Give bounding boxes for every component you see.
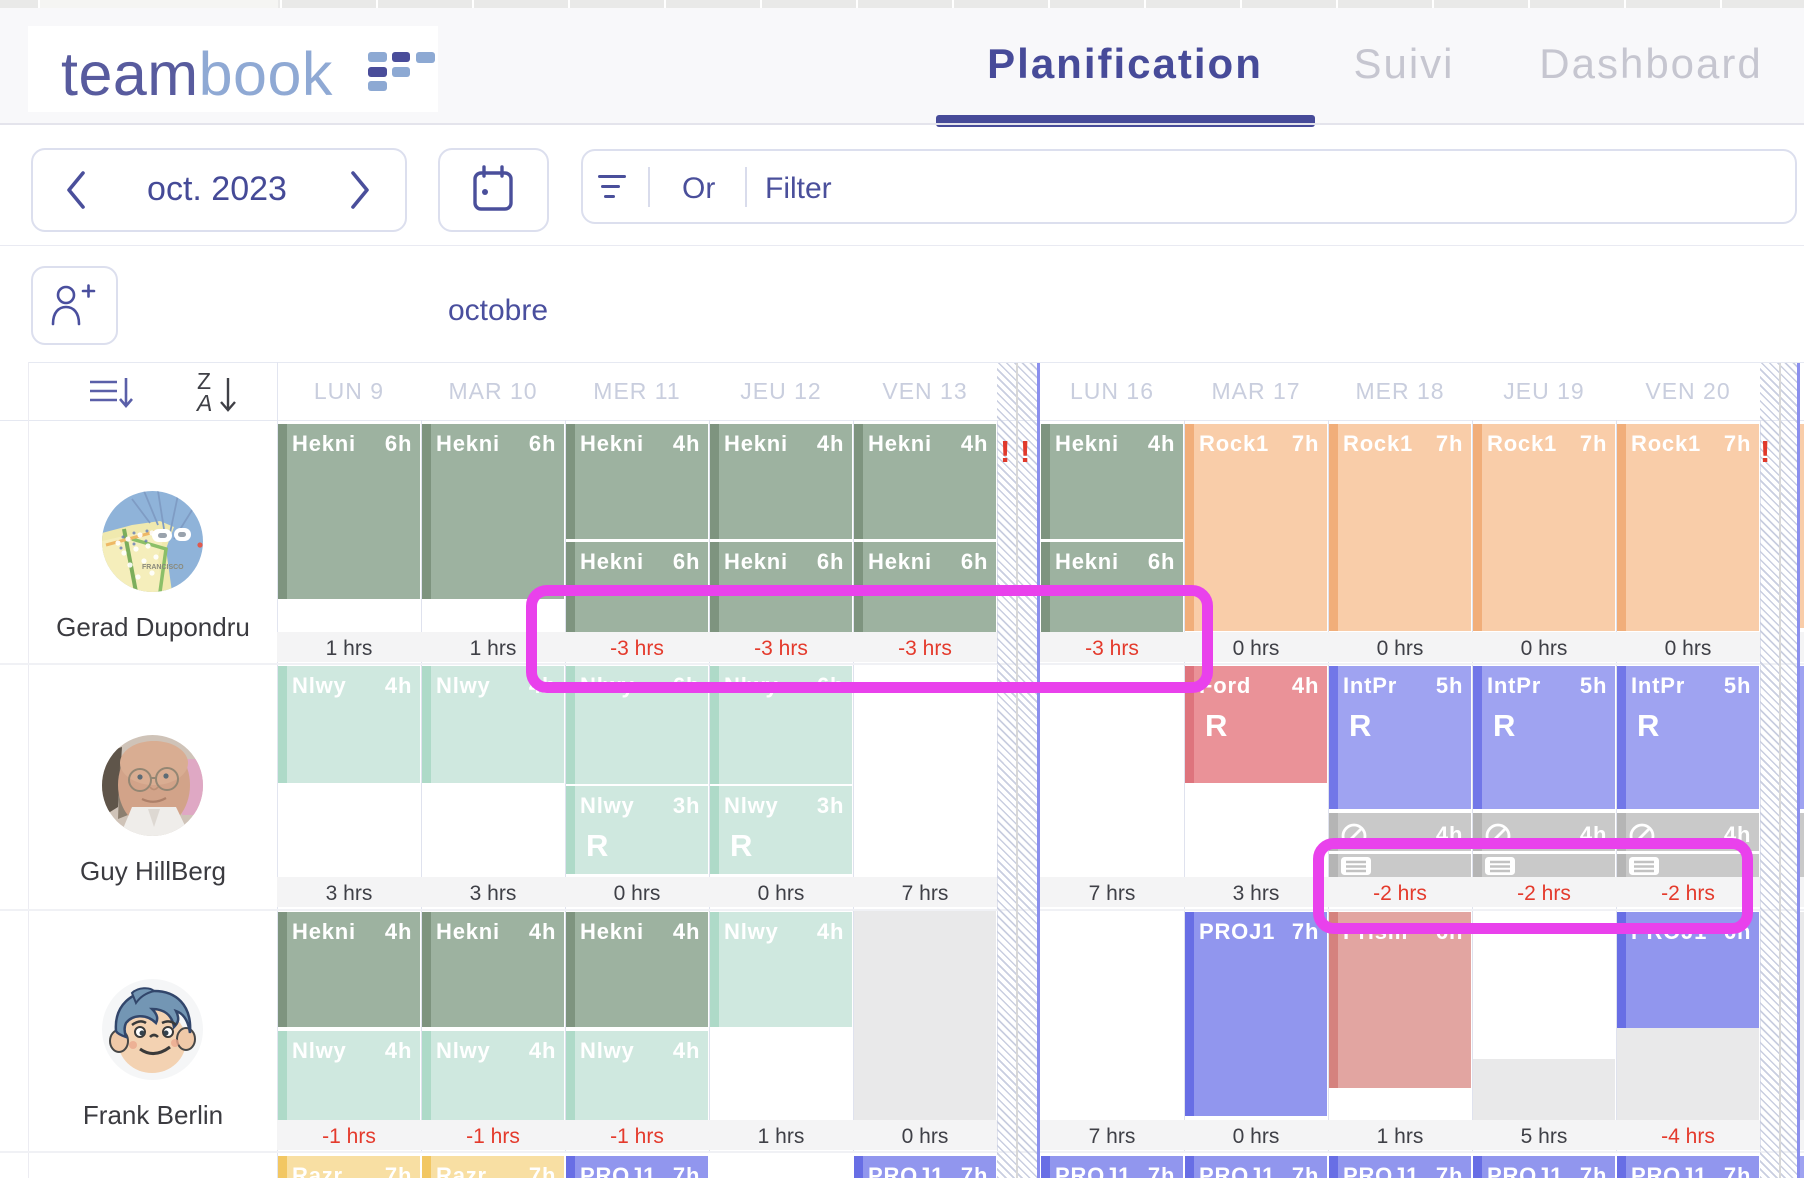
svg-text:FRANCISCO: FRANCISCO [142, 564, 184, 571]
